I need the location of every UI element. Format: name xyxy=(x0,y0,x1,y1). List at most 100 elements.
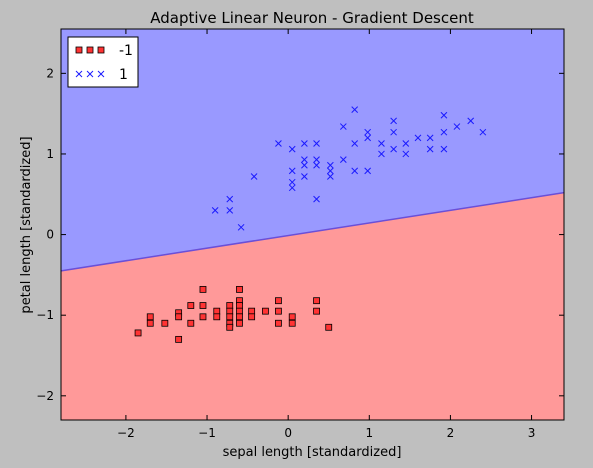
legend-marker xyxy=(75,70,83,78)
data-point xyxy=(187,302,195,309)
legend-label: 1 xyxy=(119,67,128,83)
data-point xyxy=(378,150,385,158)
data-point xyxy=(146,313,154,321)
data-point xyxy=(426,145,434,153)
data-point xyxy=(226,313,234,321)
data-point xyxy=(301,140,308,147)
x-tick-label: 3 xyxy=(528,426,536,440)
data-point xyxy=(301,156,308,163)
data-point xyxy=(351,167,359,175)
data-point xyxy=(175,313,183,321)
plot-frame xyxy=(60,28,565,421)
data-point xyxy=(250,173,258,180)
data-point xyxy=(275,297,282,305)
y-tick-label: 2 xyxy=(46,66,54,80)
data-point xyxy=(479,128,487,136)
data-point xyxy=(175,335,183,343)
series-1 xyxy=(211,106,487,231)
data-point xyxy=(275,140,282,147)
data-point xyxy=(213,313,221,321)
legend-marker xyxy=(97,70,105,78)
legend-label: -1 xyxy=(119,43,133,59)
data-point xyxy=(288,319,296,327)
data-point xyxy=(146,319,154,327)
data-point xyxy=(390,145,397,153)
chart-title: Adaptive Linear Neuron - Gradient Descen… xyxy=(150,9,474,27)
legend-marker xyxy=(97,46,105,54)
data-point xyxy=(313,195,320,203)
data-point xyxy=(390,128,397,136)
data-point xyxy=(226,195,234,203)
data-point xyxy=(226,302,234,309)
data-point xyxy=(213,307,221,315)
data-point xyxy=(414,134,422,142)
data-point xyxy=(364,167,372,175)
axis-ticks: −2 −1 0 1 2 3 −2 −1 0 1 2 xyxy=(36,29,564,440)
data-point xyxy=(288,178,296,186)
legend-marker xyxy=(86,46,94,54)
data-point xyxy=(236,313,243,321)
data-point xyxy=(275,307,282,315)
data-point xyxy=(440,128,448,136)
data-point xyxy=(326,161,334,169)
data-point xyxy=(288,313,296,321)
decision-boundary xyxy=(60,191,565,272)
x-axis-label: sepal length [standardized] xyxy=(223,445,402,460)
data-point xyxy=(187,319,195,327)
data-point xyxy=(199,313,207,321)
data-point xyxy=(275,319,282,327)
data-point xyxy=(440,145,448,153)
y-tick-label: −2 xyxy=(36,389,54,403)
data-point xyxy=(226,207,234,214)
y-axis-label: petal length [standardized] xyxy=(19,136,34,313)
data-point xyxy=(134,329,142,337)
data-point xyxy=(339,123,347,130)
data-point xyxy=(402,150,410,158)
data-point xyxy=(313,297,320,305)
data-point xyxy=(236,302,243,309)
data-point xyxy=(199,285,207,293)
data-point xyxy=(390,117,397,125)
data-point xyxy=(364,134,372,142)
data-point xyxy=(426,134,434,142)
data-point xyxy=(440,111,448,119)
y-tick-label: −1 xyxy=(36,308,54,322)
x-tick-label: −1 xyxy=(198,426,216,440)
data-point xyxy=(351,140,359,147)
data-point xyxy=(313,161,320,169)
data-point xyxy=(326,167,334,175)
x-tick-label: −2 xyxy=(117,426,135,440)
data-point xyxy=(288,167,296,175)
legend-entry: 1 xyxy=(75,67,128,83)
data-point xyxy=(339,156,347,163)
data-point xyxy=(248,313,256,321)
data-point xyxy=(288,184,296,192)
legend: -1 1 xyxy=(67,36,139,88)
data-point xyxy=(248,307,256,315)
data-point xyxy=(237,223,245,231)
data-point xyxy=(313,307,320,315)
data-point xyxy=(402,140,410,147)
data-point xyxy=(236,319,243,327)
data-points xyxy=(134,106,487,343)
data-point xyxy=(226,323,234,331)
data-point xyxy=(301,161,308,169)
data-point xyxy=(453,123,461,130)
region-class-neg1 xyxy=(61,192,564,420)
data-point xyxy=(313,156,320,163)
data-point xyxy=(161,319,169,327)
data-point xyxy=(467,117,475,125)
legend-marker xyxy=(75,46,83,54)
data-point xyxy=(326,173,334,180)
data-point xyxy=(236,307,243,315)
data-point xyxy=(226,307,234,315)
boundary-line xyxy=(60,191,565,272)
data-point xyxy=(288,145,296,153)
legend-marker xyxy=(86,70,94,78)
decision-regions xyxy=(61,29,564,420)
data-point xyxy=(364,128,372,136)
data-point xyxy=(199,302,207,309)
x-tick-label: 0 xyxy=(284,426,292,440)
